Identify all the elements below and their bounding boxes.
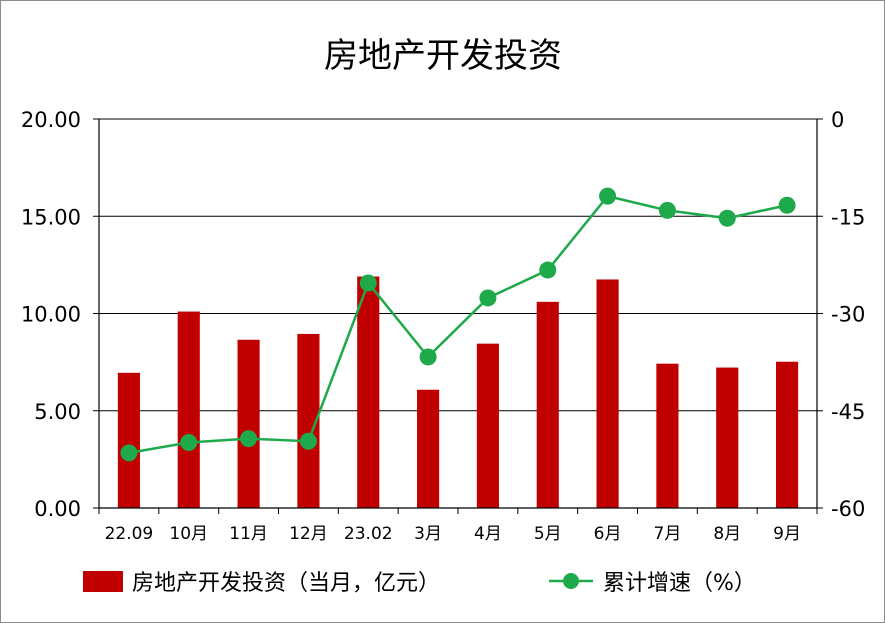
data-point [539, 261, 557, 279]
gridlines [99, 118, 817, 412]
data-point [778, 196, 796, 214]
category-label: 8月 [713, 524, 741, 544]
legend-bar-swatch [83, 571, 123, 592]
bar [117, 372, 140, 508]
data-point [599, 187, 617, 205]
category-label: 10月 [169, 524, 208, 544]
bar [476, 343, 499, 508]
data-point [479, 289, 497, 307]
data-point [658, 201, 676, 219]
data-point [359, 274, 377, 292]
bar [536, 301, 559, 508]
data-point [120, 444, 138, 462]
category-label: 11月 [229, 524, 268, 544]
category-label: 3月 [414, 524, 442, 544]
category-label: 12月 [289, 524, 328, 544]
data-point [718, 209, 736, 227]
line-series [120, 187, 796, 462]
left-tick-label: 0.00 [34, 497, 81, 521]
left-axis-ticks: 0.00 5.00 10.00 15.00 20.00 [21, 108, 99, 521]
legend-bar-label: 房地产开发投资（当月，亿元） [132, 571, 440, 596]
chart-title: 房地产开发投资 [324, 36, 562, 76]
category-axis-labels: 22.09 10月 11月 12月 23.02 3月 4月 5月 6月 7月 8月 9月 [105, 524, 801, 544]
bar [716, 367, 739, 508]
legend-line-marker [563, 573, 579, 589]
axes [98, 119, 818, 514]
data-point [299, 432, 317, 450]
bar [357, 276, 380, 508]
bar [297, 333, 320, 508]
category-label: 5月 [534, 524, 562, 544]
right-tick-label: 0 [831, 108, 844, 132]
legend: 房地产开发投资（当月，亿元） 累计增速（%） [83, 571, 756, 596]
bar [656, 363, 679, 508]
category-label: 22.09 [105, 524, 154, 544]
bar [776, 361, 799, 508]
data-point [180, 434, 198, 452]
data-point [419, 348, 437, 366]
category-label: 23.02 [344, 524, 393, 544]
category-label: 4月 [474, 524, 502, 544]
right-tick-label: -45 [831, 400, 865, 424]
left-tick-label: 15.00 [21, 205, 81, 229]
category-label: 6月 [594, 524, 622, 544]
left-tick-label: 5.00 [34, 400, 81, 424]
right-tick-label: -60 [831, 497, 865, 521]
right-tick-label: -30 [831, 303, 865, 327]
series-line [128, 194, 788, 455]
left-tick-label: 20.00 [21, 108, 81, 132]
data-point [240, 430, 258, 448]
category-label: 7月 [654, 524, 682, 544]
left-tick-label: 10.00 [21, 303, 81, 327]
right-axis-ticks: -60 -45 -30 -15 0 [817, 108, 865, 521]
bar [237, 339, 260, 508]
bar [177, 311, 200, 508]
right-tick-label: -15 [831, 205, 865, 229]
bar-series [117, 276, 799, 508]
bar [596, 279, 619, 508]
legend-line-label: 累计增速（%） [603, 571, 756, 596]
bar [417, 389, 440, 508]
category-label: 9月 [773, 524, 801, 544]
